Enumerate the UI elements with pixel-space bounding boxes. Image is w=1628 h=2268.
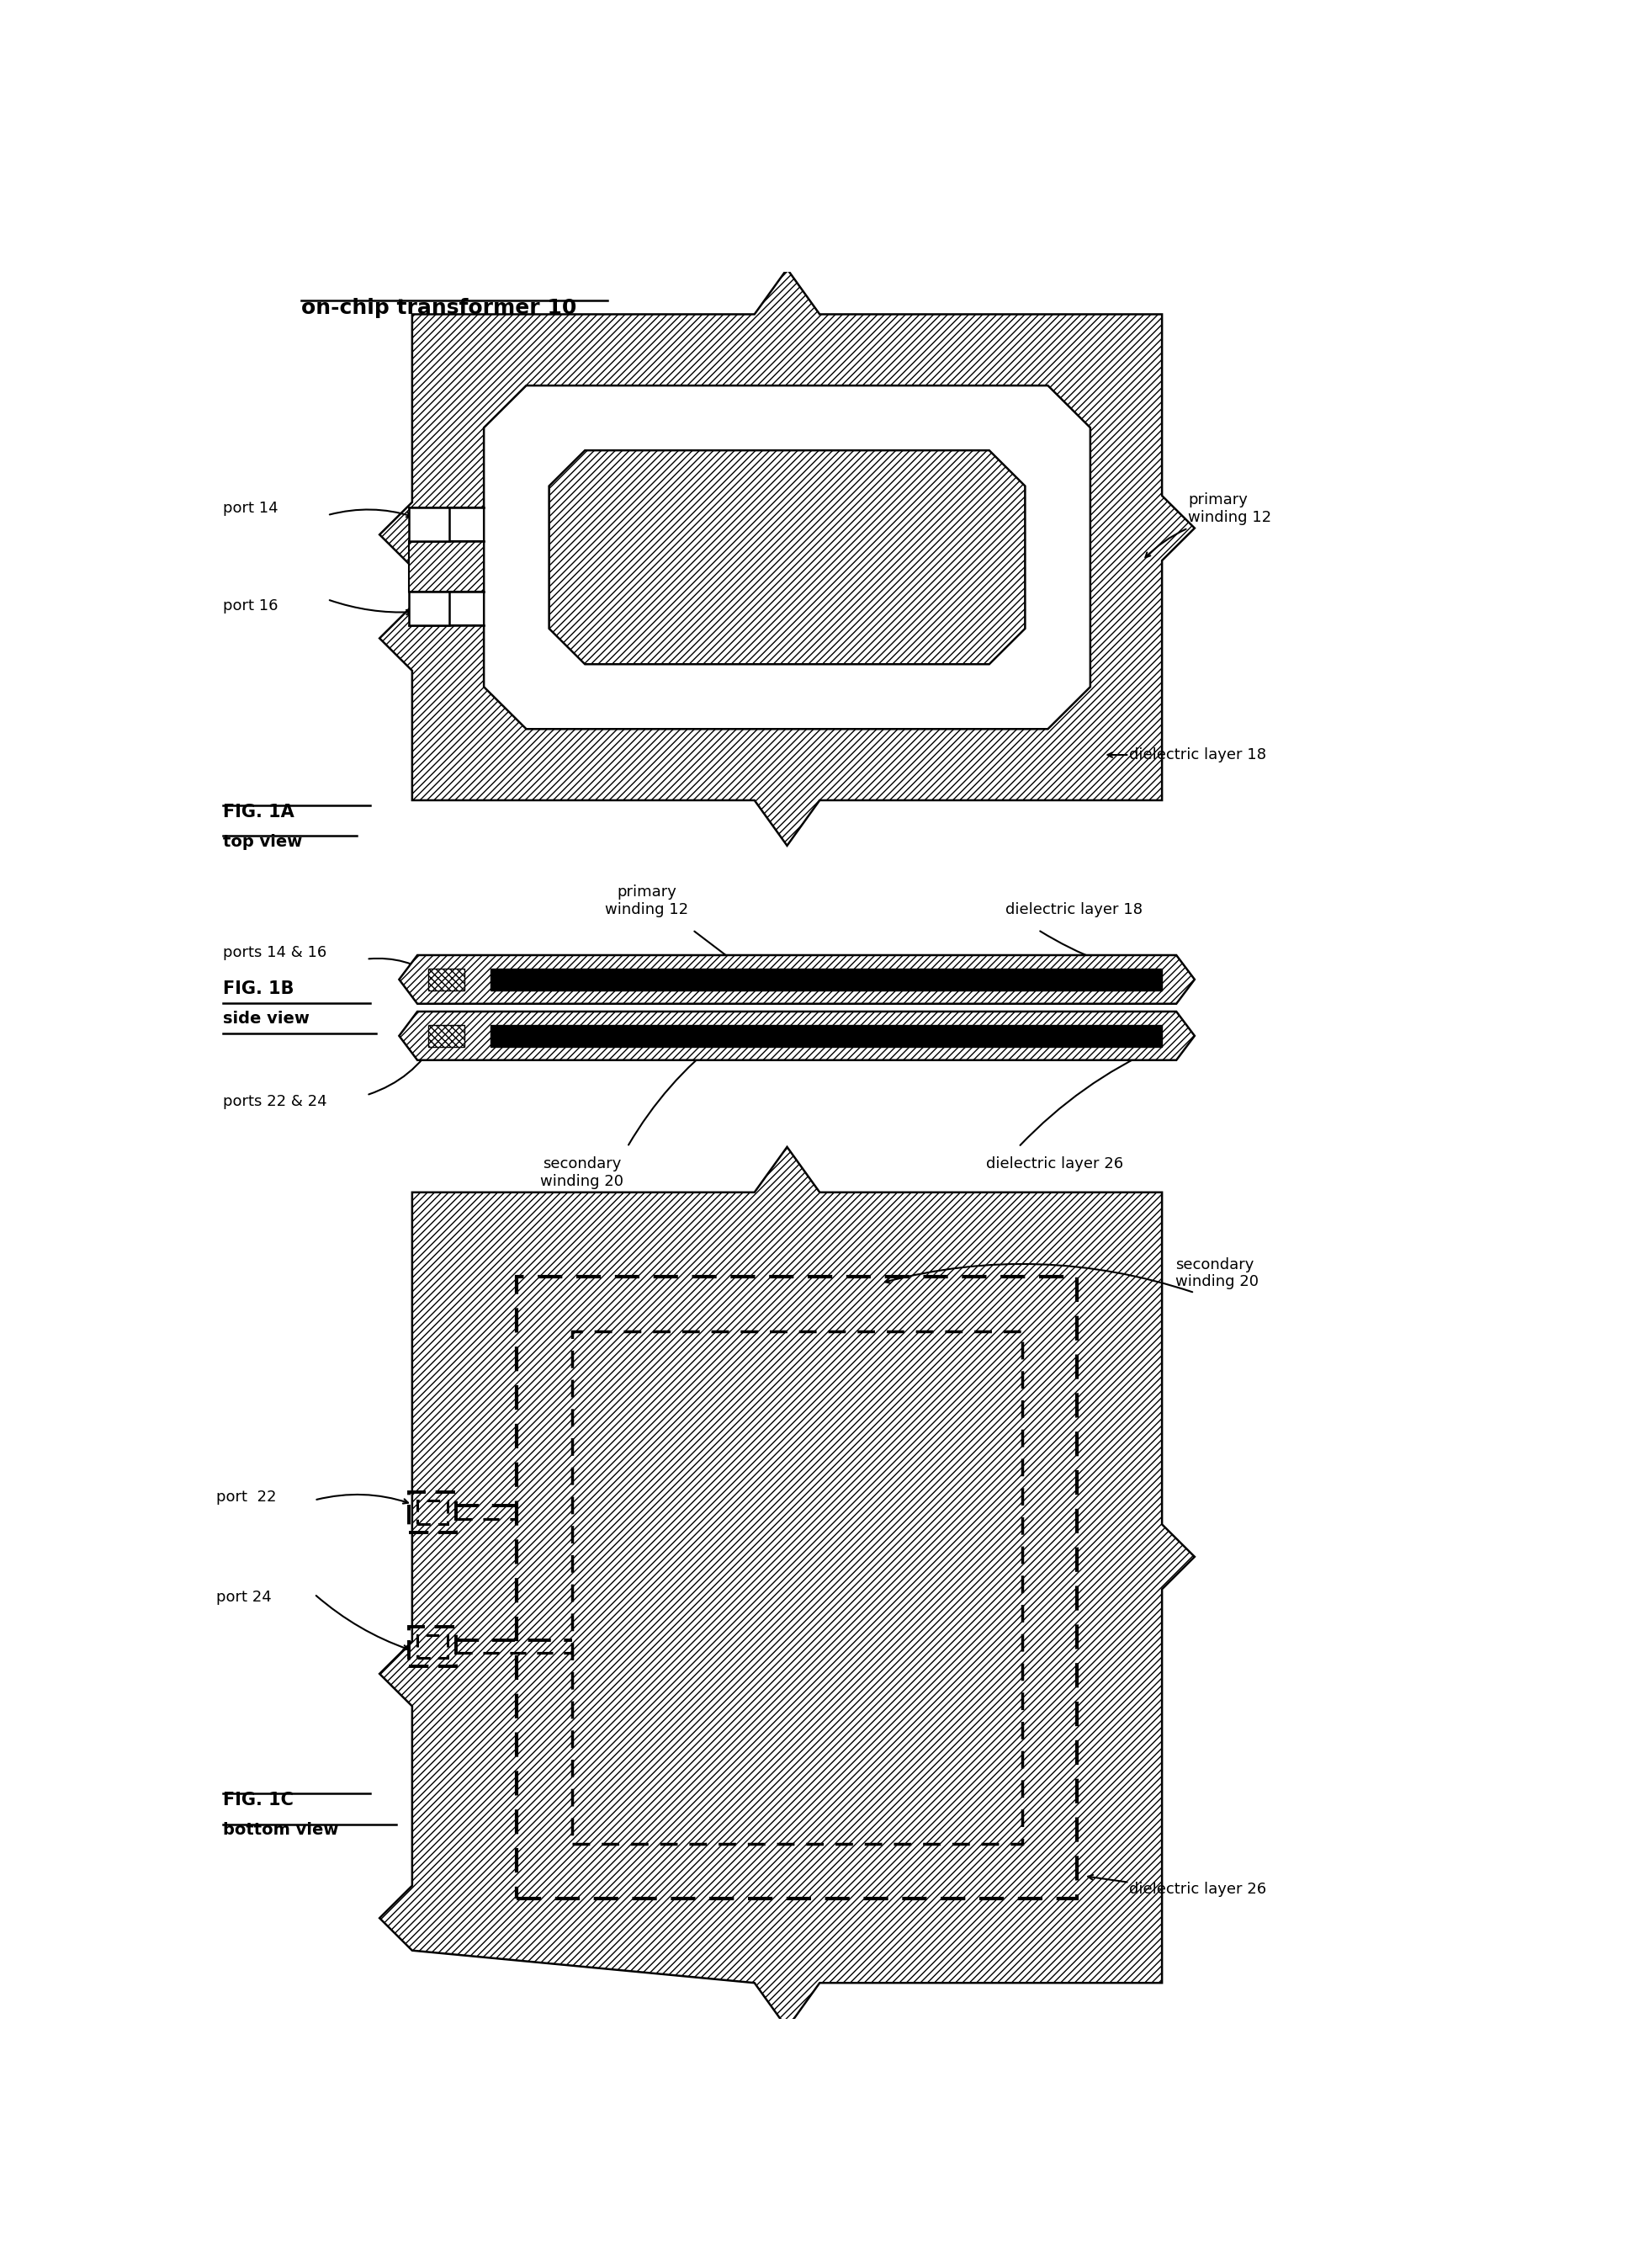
Text: dielectric layer 26: dielectric layer 26 (987, 1157, 1123, 1173)
Polygon shape (449, 592, 484, 626)
Polygon shape (549, 451, 1026, 665)
Text: primary
winding 12: primary winding 12 (606, 885, 689, 916)
Polygon shape (379, 1148, 1195, 2028)
Polygon shape (449, 508, 484, 542)
Bar (571, 1331, 1022, 1844)
Polygon shape (399, 1012, 1195, 1059)
Bar (490, 968, 1162, 991)
Bar (428, 968, 464, 991)
Bar (417, 1635, 448, 1658)
Text: secondary
winding 20: secondary winding 20 (540, 1157, 624, 1188)
Bar (409, 508, 449, 542)
Text: bottom view: bottom view (223, 1821, 339, 1837)
Text: dielectric layer 18: dielectric layer 18 (1130, 748, 1267, 762)
Polygon shape (484, 386, 1091, 728)
Bar (417, 1501, 448, 1524)
Text: port 16: port 16 (223, 599, 278, 612)
Bar (409, 592, 449, 626)
Text: FIG. 1A: FIG. 1A (223, 803, 295, 821)
Text: dielectric layer 18: dielectric layer 18 (1006, 903, 1143, 916)
Polygon shape (379, 270, 1195, 846)
Bar (490, 1025, 1162, 1046)
Text: primary
winding 12: primary winding 12 (1188, 492, 1271, 524)
Text: port  22: port 22 (217, 1490, 277, 1504)
Text: dielectric layer 26: dielectric layer 26 (1130, 1882, 1267, 1896)
Bar (428, 1025, 464, 1046)
Text: secondary
winding 20: secondary winding 20 (1175, 1256, 1258, 1290)
Text: on-chip transformer 10: on-chip transformer 10 (301, 297, 576, 318)
Text: side view: side view (223, 1009, 309, 1027)
Text: ports 22 & 24: ports 22 & 24 (223, 1093, 327, 1109)
Text: ports 14 & 16: ports 14 & 16 (223, 946, 327, 959)
Polygon shape (399, 955, 1195, 1005)
Polygon shape (409, 542, 484, 592)
Text: port 14: port 14 (223, 501, 278, 517)
Text: FIG. 1B: FIG. 1B (223, 980, 295, 998)
Text: port 24: port 24 (217, 1590, 272, 1606)
Bar (409, 1626, 456, 1667)
Text: top view: top view (223, 835, 303, 850)
Bar (516, 1277, 1078, 1898)
Text: FIG. 1C: FIG. 1C (223, 1792, 293, 1808)
Bar (409, 1492, 456, 1533)
